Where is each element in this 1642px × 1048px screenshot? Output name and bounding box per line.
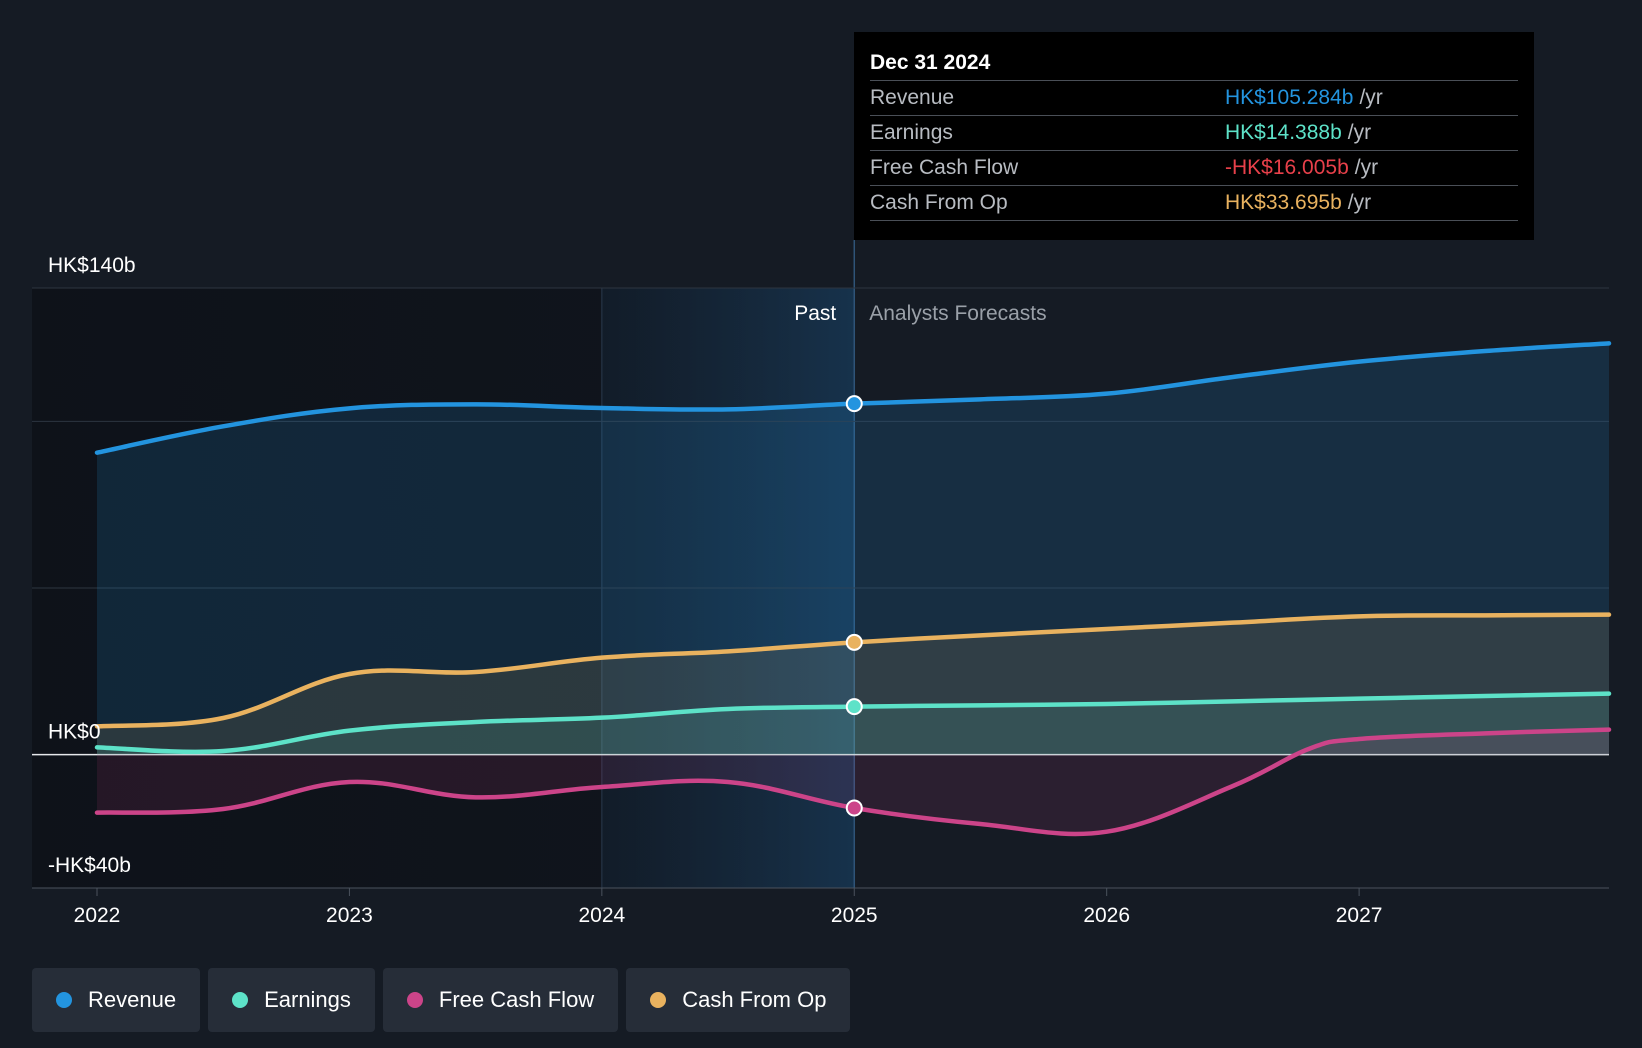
series-line-free-cash-flow xyxy=(94,727,1612,837)
y-tick-label: HK$140b xyxy=(48,254,136,277)
legend-item-earnings[interactable]: Earnings xyxy=(208,968,375,1032)
legend: Revenue Earnings Free Cash Flow Cash Fro… xyxy=(32,968,851,1032)
legend-dot-icon xyxy=(232,992,249,1008)
legend-dot-icon xyxy=(650,992,667,1008)
legend-label: Cash From Op xyxy=(682,987,827,1012)
legend-dot-icon xyxy=(406,992,423,1008)
past-label: Past xyxy=(794,302,836,325)
x-tick-label: 2024 xyxy=(578,904,625,927)
tooltip-label: Cash From Op xyxy=(870,191,1008,214)
legend-label: Free Cash Flow xyxy=(438,987,595,1012)
series-area-cash-from-op xyxy=(97,614,1609,755)
tooltip-panel: Dec 31 2024 Revenue HK$105.284b /yr Earn… xyxy=(854,32,1534,240)
tooltip-label: Free Cash Flow xyxy=(870,156,1019,179)
x-tick-label: 2027 xyxy=(1336,904,1383,927)
tooltip-value: HK$14.388b xyxy=(1225,121,1342,144)
tooltip-value: -HK$16.005b xyxy=(1225,156,1349,179)
tooltip-row-free-cash-flow: Free Cash Flow -HK$16.005b /yr xyxy=(870,151,1518,186)
tooltip-unit: /yr xyxy=(1347,191,1372,214)
legend-label: Revenue xyxy=(88,987,177,1012)
tooltip-unit: /yr xyxy=(1347,121,1372,144)
x-tick-label: 2026 xyxy=(1083,904,1130,927)
series-area-earnings xyxy=(97,693,1609,755)
tooltip-row-cash-from-op: Cash From Op HK$33.695b /yr xyxy=(870,186,1518,221)
tooltip-row-revenue: Revenue HK$105.284b /yr xyxy=(870,81,1518,116)
tooltip-value: HK$105.284b xyxy=(1225,86,1354,109)
marker-earnings xyxy=(845,698,863,716)
series-area-free-cash-flow xyxy=(97,729,1609,834)
tooltip-row-earnings: Earnings HK$14.388b /yr xyxy=(870,116,1518,151)
legend-item-free-cash-flow[interactable]: Free Cash Flow xyxy=(382,968,619,1032)
marker-cash-from-op xyxy=(845,633,863,651)
x-tick-label: 2023 xyxy=(326,904,373,927)
x-tick-label: 2022 xyxy=(74,904,121,927)
legend-dot-icon xyxy=(56,992,72,1008)
legend-item-revenue[interactable]: Revenue xyxy=(32,968,201,1032)
legend-label: Earnings xyxy=(264,987,351,1012)
tooltip-label: Revenue xyxy=(870,86,955,109)
tooltip-unit: /yr xyxy=(1354,156,1379,179)
forecast-label: Analysts Forecasts xyxy=(869,302,1046,325)
y-tick-label: -HK$40b xyxy=(48,854,131,877)
x-tick-label: 2025 xyxy=(831,904,878,927)
marker-free-cash-flow xyxy=(845,799,863,817)
marker-revenue xyxy=(845,395,863,413)
y-tick-label: HK$0 xyxy=(48,721,101,744)
tooltip-label: Earnings xyxy=(870,121,953,144)
tooltip-date: Dec 31 2024 xyxy=(870,46,1518,81)
tooltip-unit: /yr xyxy=(1359,86,1383,109)
legend-item-cash-from-op[interactable]: Cash From Op xyxy=(626,968,851,1032)
tooltip-value: HK$33.695b xyxy=(1225,191,1342,214)
series-area-revenue xyxy=(97,343,1609,755)
